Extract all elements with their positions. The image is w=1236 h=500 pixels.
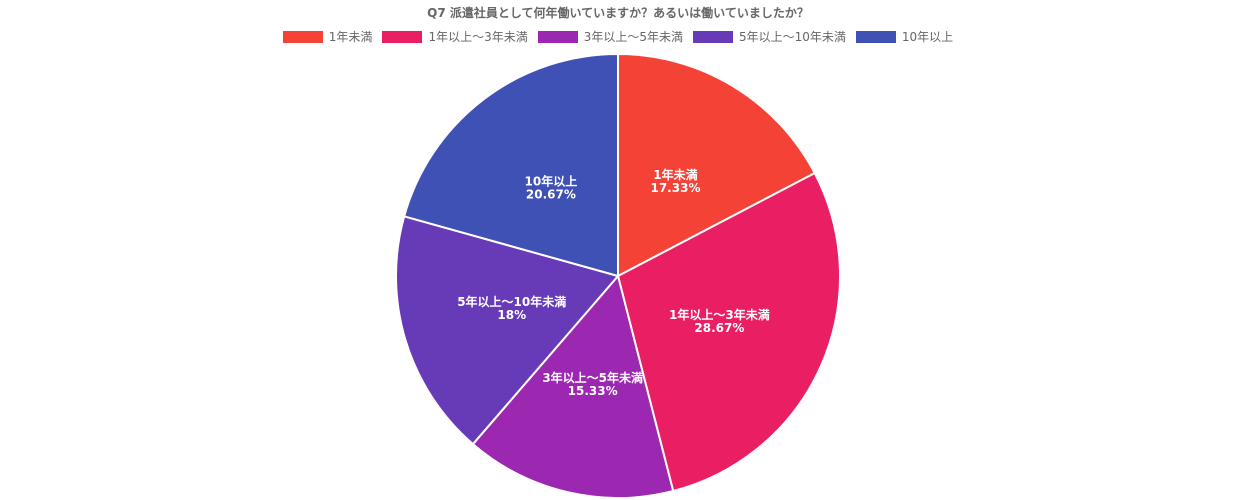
legend-item[interactable]: 10年以上 [855, 28, 954, 45]
pie-slice[interactable] [616, 171, 841, 493]
legend-item[interactable]: 1年未満 [282, 28, 373, 45]
pie-slice[interactable] [471, 273, 675, 499]
pie-slice[interactable] [617, 52, 817, 278]
legend-label: 5年以上～10年未満 [739, 30, 846, 44]
legend-swatch [537, 30, 578, 43]
chart-legend: 1年未満 1年以上～3年未満 3年以上～5年未満 5年以上～10年未満 10年以上 [0, 28, 1236, 45]
legend-swatch [693, 30, 733, 43]
slice-value-label: 18% [497, 308, 526, 322]
slice-value-label: 17.33% [650, 181, 700, 195]
pie-slice[interactable] [395, 215, 620, 446]
pie-slice[interactable] [402, 52, 619, 278]
legend-item[interactable]: 1年以上～3年未満 [382, 28, 528, 45]
legend-swatch [855, 30, 896, 43]
slice-value-label: 15.33% [568, 384, 618, 398]
legend-label: 1年以上～3年未満 [428, 30, 528, 44]
slice-value-label: 20.67% [526, 188, 576, 202]
slice-category-label: 1年未満 [653, 167, 697, 182]
legend-item[interactable]: 3年以上～5年未満 [537, 28, 683, 45]
legend-item[interactable]: 5年以上～10年未満 [693, 28, 846, 45]
slice-category-label: 5年以上～10年未満 [457, 294, 566, 309]
legend-swatch [382, 30, 423, 43]
legend-label: 10年以上 [901, 30, 954, 44]
slice-value-label: 28.67% [694, 321, 744, 335]
slice-category-label: 10年以上 [525, 174, 578, 189]
legend-swatch [282, 30, 323, 43]
legend-label: 1年未満 [328, 30, 373, 44]
chart-title: Q7 派遣社員として何年働いていますか？あるいは働いていましたか？ [427, 6, 809, 20]
legend-label: 3年以上～5年未満 [583, 30, 683, 44]
slice-category-label: 1年以上～3年未満 [669, 307, 770, 322]
slice-category-label: 3年以上～5年未満 [542, 370, 643, 385]
